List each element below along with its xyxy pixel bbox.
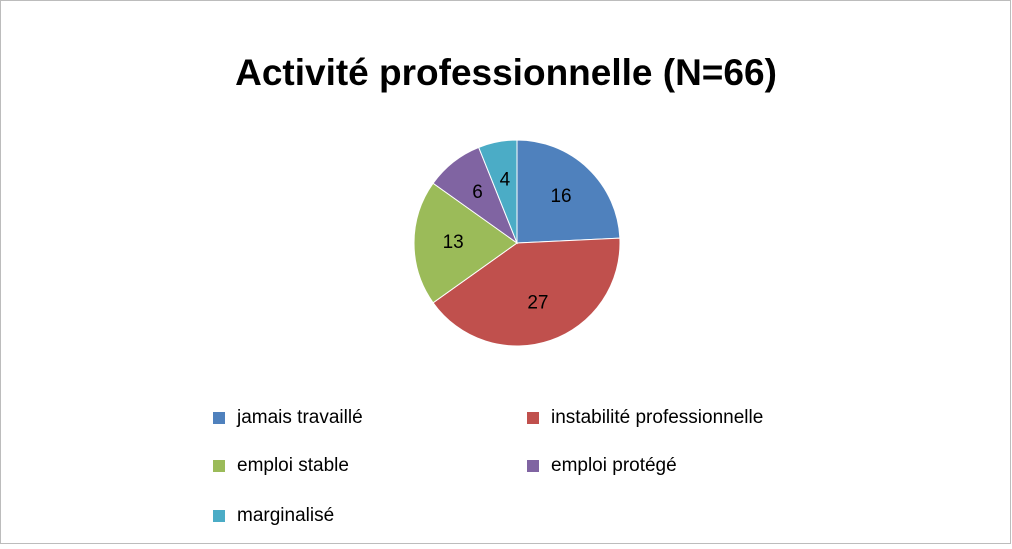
pie-slice [516,139,621,244]
data-label: 16 [550,186,571,207]
pie-slice [413,182,518,304]
legend-swatch [213,460,225,472]
legend-label: jamais travaillé [236,407,363,428]
data-label: 4 [500,169,511,190]
pie-slice [432,237,621,347]
data-label: 27 [527,292,548,313]
legend-label: marginalisé [237,505,334,526]
legend-label: emploi stable [237,455,349,476]
legend-swatch [213,510,225,522]
data-label: 6 [472,182,483,203]
legend-swatch [527,412,539,424]
legend-label: emploi protégé [551,455,677,476]
legend-label: instabilité professionnelle [551,407,763,428]
chart-title: Activité professionnelle (N=66) [235,52,777,93]
legend-swatch [527,460,539,472]
data-label: 13 [443,232,464,253]
pie-slice [478,139,518,244]
legend-swatch [213,412,225,424]
